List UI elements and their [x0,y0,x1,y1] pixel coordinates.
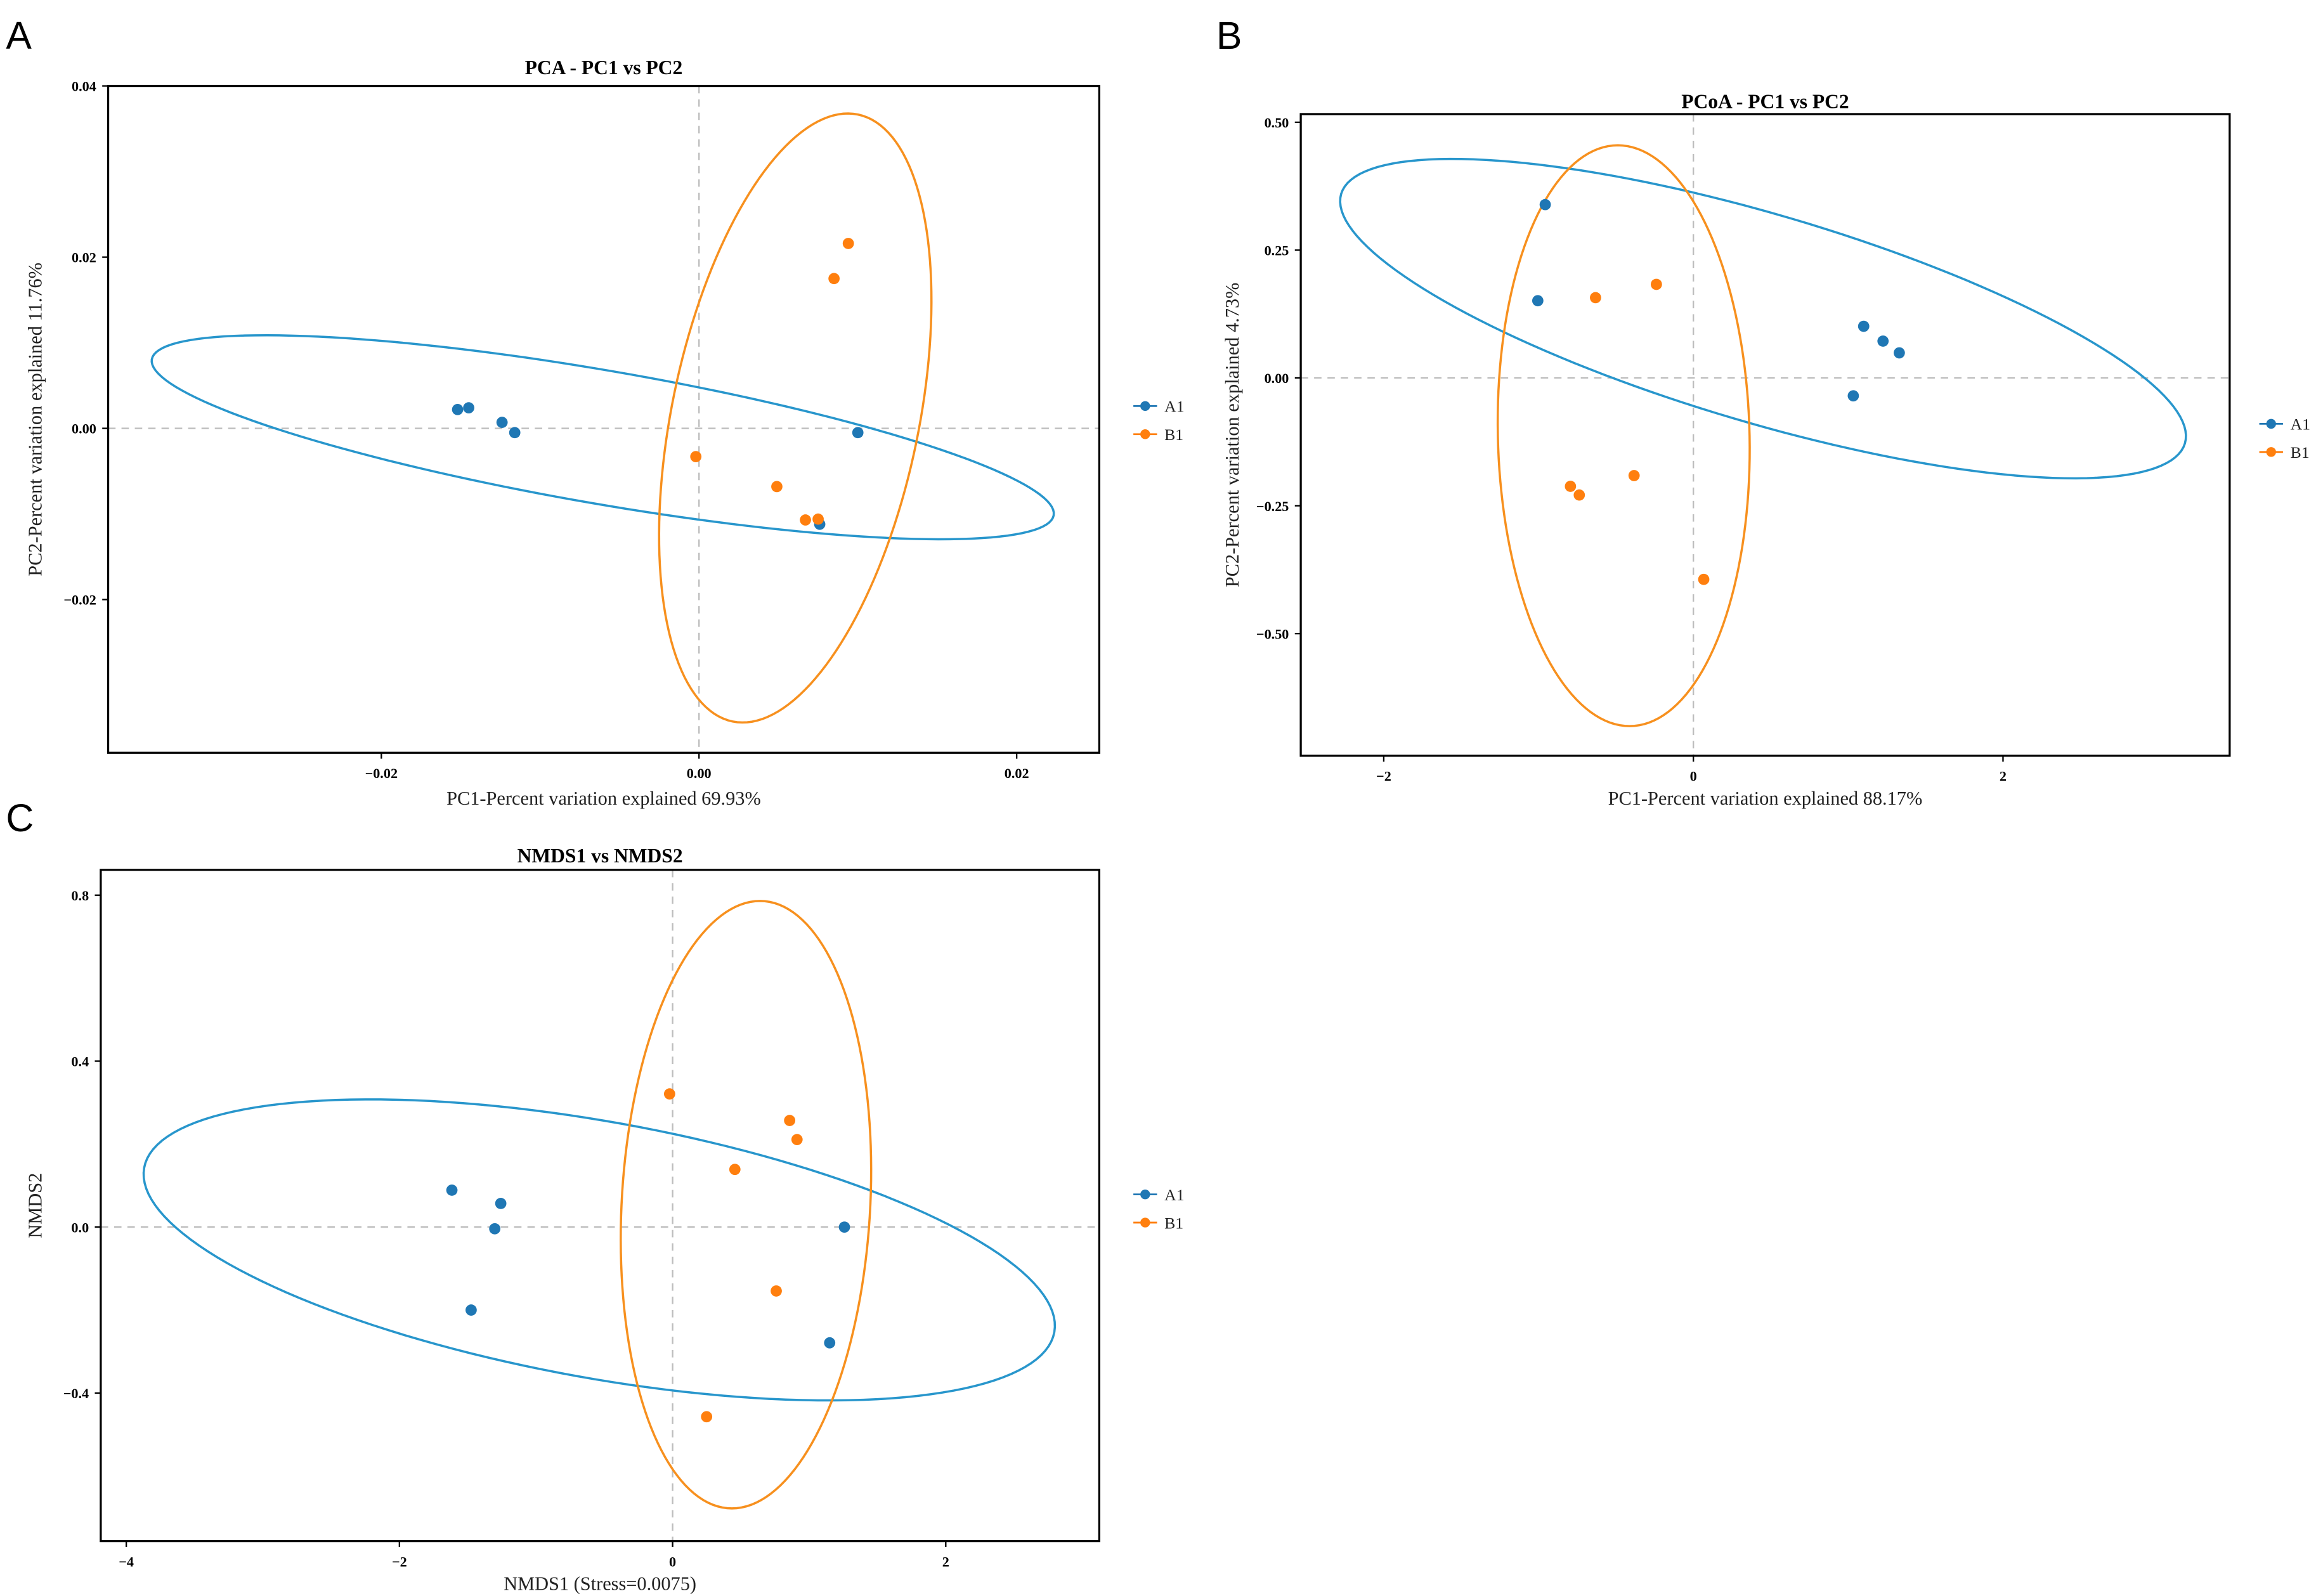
confidence-ellipse-b1 [1496,144,1751,727]
point-b1 [800,514,811,526]
point-b1 [729,1164,741,1176]
x-axis-label: PC1-Percent variation explained 88.17% [1608,788,1923,809]
legend-label-b1: B1 [2291,443,2310,462]
point-a1 [495,1198,507,1209]
legend-marker-a1 [1140,1189,1150,1200]
plot-border [107,84,1101,754]
x-tick-label: −2 [1376,769,1391,784]
panel-b: B −2 0 2 −0.50 −0.25 0.00 0.25 0.50 PCoA - PC1 vs… [1216,14,2310,809]
y-tick-label: 0.8 [71,888,89,904]
legend-label-a1: A1 [1164,1186,1184,1204]
y-axis-label: PC2-Percent variation explained 4.73% [1221,283,1243,588]
point-a1 [838,1221,850,1233]
y-tick-label: −0.25 [1256,498,1289,514]
y-tick-label: −0.50 [1256,626,1289,642]
point-a1 [1532,295,1544,307]
point-b1 [771,481,783,493]
point-a1 [496,417,508,428]
legend-label-a1: A1 [2291,415,2310,434]
legend-marker-a1 [2266,418,2276,429]
x-axis-label: NMDS1 (Stress=0.0075) [504,1573,696,1595]
panel-letter-b: B [1216,14,1242,57]
point-a1 [489,1223,501,1235]
legend: A1 B1 [1133,1186,1185,1232]
plot-border [100,869,1101,1543]
x-tick-label: 0 [669,1554,676,1569]
confidence-ellipse-b1 [620,900,873,1510]
y-tick-label: 0.00 [72,421,96,437]
point-b1 [701,1411,713,1423]
point-b1 [1590,292,1601,304]
legend-marker-b1 [1140,429,1150,439]
y-tick-label: 0.0 [71,1219,89,1235]
legend-label-b1: B1 [1164,1214,1183,1232]
point-a1 [465,1304,477,1316]
y-tick-label: 0.50 [1265,115,1289,131]
panel-letter-a: A [6,14,32,57]
legend-marker-b1 [1140,1217,1150,1228]
y-tick-label: 0.04 [72,79,96,94]
point-b1 [1628,470,1640,481]
y-tick-label: 0.4 [71,1054,89,1070]
x-tick-label: −4 [119,1554,134,1569]
y-tick-label: 0.00 [1265,370,1289,386]
panel-c: C −4 −2 0 2 −0.4 0.0 0.4 0.8 NMDS1 vs NMDS2 NMDS1 … [6,796,1184,1595]
point-a1 [446,1184,458,1196]
point-b1 [812,513,824,525]
point-b1 [784,1115,796,1126]
x-tick-label: 2 [942,1554,949,1569]
point-b1 [663,1088,675,1100]
point-a1 [463,402,474,414]
y-tick-label: 0.02 [72,250,96,266]
point-b1 [1565,481,1577,492]
point-b1 [828,273,840,285]
confidence-ellipse-b1 [658,112,933,724]
point-a1 [1858,320,1870,332]
point-a1 [1539,198,1551,211]
confidence-ellipse-a1 [142,1098,1057,1402]
legend-label-a1: A1 [1164,398,1184,416]
y-tick-label: −0.4 [63,1385,89,1401]
y-tick-label: 0.25 [1265,243,1289,259]
y-axis-label: PC2-Percent variation explained 11.76% [24,263,46,576]
x-tick-label: −0.02 [365,765,398,781]
point-a1 [1893,347,1905,359]
panel-a: A −0.02 0.00 0.02 −0.02 0.00 0.02 0.04 PCA - PC1… [6,14,1184,809]
x-tick-label: 2 [2000,769,2007,784]
legend: A1 B1 [1133,398,1185,444]
x-tick-label: −2 [392,1554,407,1569]
x-tick-label: 0.00 [687,765,712,781]
point-b1 [1573,489,1585,501]
plot-border [1299,113,2231,757]
point-b1 [791,1134,803,1146]
point-a1 [1847,390,1859,402]
x-tick-label: 0 [1690,769,1697,784]
point-a1 [852,427,864,439]
point-b1 [1650,278,1662,290]
y-axis-label: NMDS2 [24,1173,46,1238]
confidence-ellipse-a1 [1339,157,2187,480]
legend-label-b1: B1 [1164,425,1183,444]
chart-title: PCoA - PC1 vs PC2 [1681,91,1849,113]
legend-marker-a1 [1140,401,1150,412]
chart-title: NMDS1 vs NMDS2 [517,845,683,867]
point-b1 [690,451,702,462]
point-b1 [1698,573,1710,585]
confidence-ellipse-a1 [150,334,1055,541]
x-axis-label: PC1-Percent variation explained 69.93% [446,788,761,809]
point-a1 [509,427,521,439]
panel-letter-c: C [6,796,34,840]
y-tick-label: −0.02 [63,592,96,608]
point-a1 [1877,335,1889,347]
point-a1 [824,1337,836,1349]
point-b1 [771,1285,782,1297]
point-b1 [842,238,854,249]
point-a1 [452,403,464,415]
x-tick-label: 0.02 [1005,765,1029,781]
chart-title: PCA - PC1 vs PC2 [525,56,683,79]
legend-marker-b1 [2266,447,2276,457]
